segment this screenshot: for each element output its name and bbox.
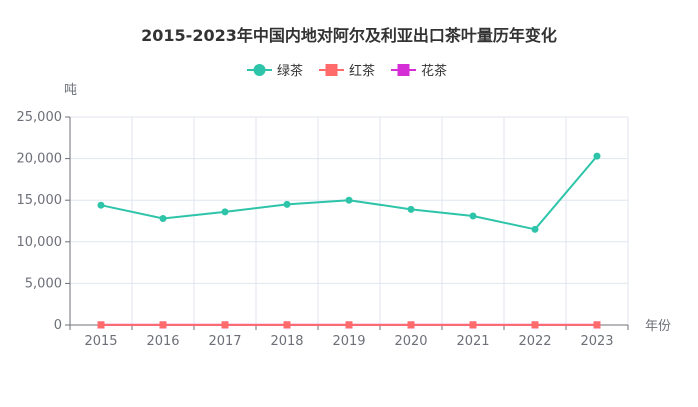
- x-tick-label: 2023: [580, 334, 613, 349]
- data-point[interactable]: [345, 196, 353, 204]
- x-tick-label: 2021: [456, 334, 489, 349]
- series-2: [97, 321, 601, 329]
- y-tick-label: 0: [54, 318, 62, 333]
- legend[interactable]: 绿茶 红茶 花茶: [247, 63, 447, 79]
- legend-item[interactable]: 花茶: [391, 63, 447, 79]
- data-point[interactable]: [407, 321, 415, 329]
- data-point[interactable]: [159, 321, 167, 329]
- x-tick-label: 2016: [146, 334, 179, 349]
- legend-label: 绿茶: [277, 63, 303, 79]
- data-point[interactable]: [469, 321, 477, 329]
- y-axis-label: 吨: [64, 83, 77, 98]
- series-line: [100, 155, 598, 231]
- axes: 0 5,000 10,000 15,000 20,000 25,000 2015 2016 20…: [17, 110, 629, 349]
- grid: [69, 116, 629, 325]
- data-point[interactable]: [593, 152, 601, 160]
- y-tick-label: 15,000: [17, 193, 63, 208]
- series-layer: [97, 152, 601, 329]
- x-axis-label: 年份: [645, 319, 671, 334]
- data-point[interactable]: [531, 321, 539, 329]
- data-point[interactable]: [159, 215, 167, 223]
- data-point[interactable]: [283, 321, 291, 329]
- data-point[interactable]: [221, 321, 229, 329]
- data-point[interactable]: [345, 321, 353, 329]
- y-tick-label: 5,000: [25, 276, 62, 291]
- legend-item[interactable]: 红茶: [319, 63, 375, 79]
- legend-label: 花茶: [421, 63, 447, 79]
- data-point[interactable]: [407, 205, 415, 213]
- legend-marker: [325, 64, 338, 76]
- legend-marker: [397, 64, 410, 76]
- data-point[interactable]: [221, 208, 229, 216]
- y-tick-label: 25,000: [17, 110, 63, 125]
- x-tick-label: 2022: [518, 334, 551, 349]
- data-point[interactable]: [97, 321, 105, 329]
- x-tick-label: 2019: [332, 334, 365, 349]
- x-tick-label: 2015: [84, 334, 117, 349]
- y-tick-label: 10,000: [17, 235, 63, 250]
- legend-marker: [253, 64, 266, 76]
- legend-label: 红茶: [349, 63, 375, 79]
- data-point[interactable]: [469, 212, 477, 220]
- y-tick-label: 20,000: [17, 152, 63, 167]
- data-point[interactable]: [531, 225, 539, 233]
- data-point[interactable]: [283, 200, 291, 208]
- series-1: [97, 152, 601, 233]
- x-tick-label: 2017: [208, 334, 241, 349]
- data-point[interactable]: [97, 201, 105, 209]
- x-tick-label: 2020: [394, 334, 427, 349]
- x-tick-label: 2018: [270, 334, 303, 349]
- data-point[interactable]: [593, 321, 601, 329]
- legend-item[interactable]: 绿茶: [247, 63, 303, 79]
- chart-title: 2015-2023年中国内地对阿尔及利亚出口茶叶量历年变化: [141, 26, 557, 45]
